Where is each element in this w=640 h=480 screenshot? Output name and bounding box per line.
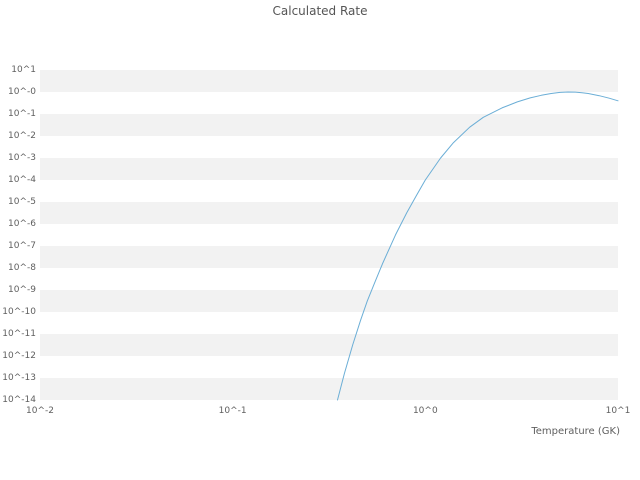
- x-tick-label: 10^-2: [26, 406, 54, 416]
- grid-band: [40, 312, 618, 334]
- grid-band: [40, 290, 618, 312]
- grid-band: [40, 70, 618, 92]
- y-tick-label: 10^-7: [8, 241, 36, 251]
- grid-band: [40, 334, 618, 356]
- y-tick-label: 10^-13: [2, 373, 36, 383]
- grid-band: [40, 378, 618, 400]
- grid-band: [40, 158, 618, 180]
- y-tick-label: 10^-6: [8, 219, 36, 229]
- x-tick-label: 10^1: [605, 406, 631, 416]
- grid-band: [40, 202, 618, 224]
- y-tick-label: 10^-14: [2, 395, 36, 405]
- grid-band: [40, 114, 618, 136]
- x-axis-label: Temperature (GK): [531, 426, 620, 437]
- y-tick-label: 10^1: [11, 65, 36, 75]
- y-tick-label: 10^-1: [8, 109, 36, 119]
- grid-band: [40, 356, 618, 378]
- grid-band: [40, 246, 618, 268]
- y-tick-label: 10^-3: [8, 153, 36, 163]
- y-tick-label: 10^-11: [2, 329, 36, 339]
- y-tick-label: 10^-10: [2, 307, 36, 317]
- y-tick-label: 10^-5: [8, 197, 36, 207]
- grid-band: [40, 224, 618, 246]
- y-tick-label: 10^-12: [2, 351, 36, 361]
- grid-band: [40, 92, 618, 114]
- x-tick-label: 10^0: [412, 406, 438, 416]
- y-tick-label: 10^-4: [8, 175, 36, 185]
- grid-band: [40, 136, 618, 158]
- y-tick-label: 10^-2: [8, 131, 36, 141]
- chart-title: Calculated Rate: [272, 4, 368, 18]
- x-tick-label: 10^-1: [218, 406, 247, 416]
- y-tick-label: 10^-0: [8, 87, 36, 97]
- grid-band: [40, 268, 618, 290]
- y-tick-label: 10^-9: [8, 285, 36, 295]
- rate-curve-line: [337, 91, 619, 401]
- y-tick-label: 10^-8: [8, 263, 36, 273]
- grid-band: [40, 180, 618, 202]
